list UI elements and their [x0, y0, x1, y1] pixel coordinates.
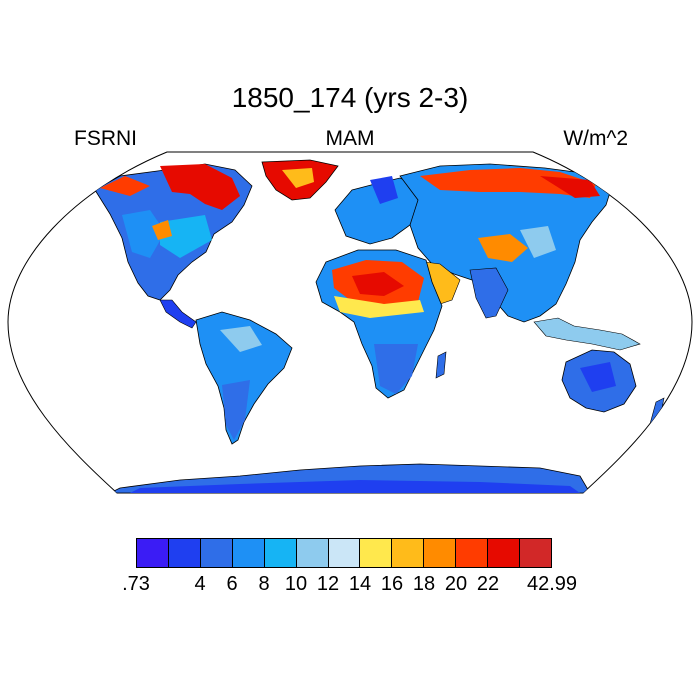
colorbar-box	[328, 539, 361, 567]
canada-arctic-warm-2	[160, 164, 240, 210]
colorbar-box	[296, 539, 329, 567]
colorbar	[136, 538, 552, 568]
colorbar-tick-label: 8	[258, 573, 270, 595]
colorbar-box	[232, 539, 265, 567]
madagascar	[435, 351, 447, 379]
colorbar-box	[456, 539, 489, 567]
colorbar-tick-label: 6	[226, 573, 238, 595]
colorbar-tick-label: 42.99	[526, 573, 578, 595]
scandinavia	[370, 176, 398, 204]
units-label: W/m^2	[563, 127, 628, 150]
colorbar-box	[424, 539, 457, 567]
colorbar-tick-label: 4	[194, 573, 206, 595]
south-america	[195, 311, 293, 445]
australia-interior	[580, 362, 616, 392]
amazon-light	[220, 326, 262, 352]
colorbar-box	[520, 539, 551, 567]
colorbar-tick-label: 16	[380, 573, 404, 595]
colorbar-tick-labels: .73 4 6 8 10 12 14 16 18 20 22 42.99	[0, 573, 700, 599]
greenland-center	[282, 168, 314, 188]
colorbar-box	[392, 539, 425, 567]
canada-hot-spot	[152, 220, 172, 240]
south-america-south	[222, 380, 250, 440]
india	[469, 267, 509, 319]
north-america-west	[122, 210, 165, 258]
siberia-warm	[420, 168, 596, 198]
colorbar-tick-label: 20	[444, 573, 468, 595]
indonesia	[533, 317, 641, 351]
siberia-hot	[540, 176, 600, 198]
colorbar-tick-label: 14	[348, 573, 372, 595]
north-america-east	[160, 215, 212, 258]
season-label: MAM	[325, 127, 375, 150]
colorbar-box	[200, 539, 233, 567]
sahara-core	[352, 272, 404, 296]
southern-africa	[374, 344, 418, 394]
colorbar-box	[264, 539, 297, 567]
antarctica-interior	[130, 480, 580, 493]
colorbar-box	[360, 539, 393, 567]
colorbar-box	[488, 539, 521, 567]
central-america	[159, 299, 197, 329]
colorbar-tick-label: .73	[122, 573, 150, 595]
canada-arctic-warm	[100, 176, 150, 196]
colorbar-box	[168, 539, 201, 567]
variable-label: FSRNI	[74, 127, 137, 150]
colorbar-tick-label: 18	[412, 573, 436, 595]
sahel	[334, 296, 424, 318]
colorbar-tick-label: 12	[316, 573, 340, 595]
colorbar-tick-label: 22	[476, 573, 500, 595]
colorbar-tick-label: 10	[284, 573, 308, 595]
colorbar-box	[137, 539, 169, 567]
map-title: 1850_174 (yrs 2-3)	[231, 82, 469, 113]
tibet-hot	[478, 234, 528, 262]
china-light	[520, 226, 556, 258]
